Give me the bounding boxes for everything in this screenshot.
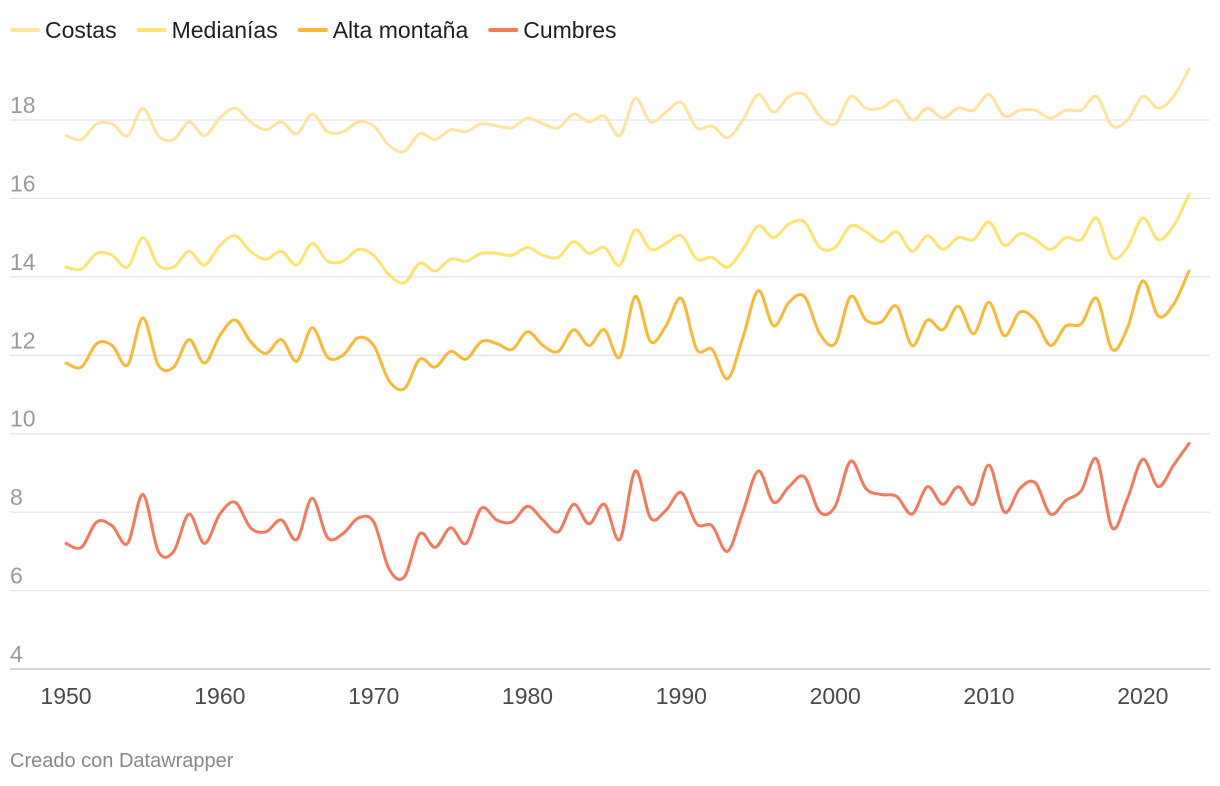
y-tick-label: 12: [10, 327, 36, 353]
legend-entry: Cumbres: [488, 17, 617, 43]
series-line: [64, 67, 1191, 154]
x-axis-ticks: 1950 1960 1970 1980 1990 2000 2010 2020: [40, 683, 1168, 709]
y-tick-label: 14: [10, 249, 36, 275]
y-tick-label: 16: [10, 170, 36, 196]
legend-entry: Medianías: [136, 17, 278, 43]
x-tick-label: 1960: [194, 683, 245, 709]
series-medianías: [64, 193, 1191, 285]
x-tick-label: 1950: [40, 683, 91, 709]
gridlines: [10, 119, 1210, 670]
series-costas: [64, 67, 1191, 154]
legend-label: Medianías: [172, 17, 278, 43]
y-tick-label: 10: [10, 406, 36, 432]
legend-entry: Costas: [10, 17, 117, 43]
x-tick-label: 1980: [502, 683, 553, 709]
series-cumbres: [64, 442, 1191, 581]
series-line: [64, 442, 1191, 581]
y-tick-label: 4: [10, 641, 23, 667]
series-line: [64, 193, 1191, 285]
y-tick-label: 18: [10, 92, 36, 118]
y-tick-label: 6: [10, 563, 23, 589]
x-tick-label: 2010: [963, 683, 1014, 709]
legend-label: Alta montaña: [333, 17, 469, 43]
series-lines: [64, 67, 1191, 581]
x-tick-label: 1990: [656, 683, 707, 709]
legend-entry: Alta montaña: [297, 17, 469, 43]
x-tick-label: 1970: [348, 683, 399, 709]
line-chart: Costas Medianías Alta montaña Cumbres 4 6 8 10…: [10, 17, 1210, 709]
legend-label: Cumbres: [523, 17, 616, 43]
y-axis-ticks: 4 6 8 10 12 14 16 18: [10, 92, 36, 667]
y-tick-label: 8: [10, 484, 23, 510]
x-tick-label: 2000: [810, 683, 861, 709]
legend-label: Costas: [45, 17, 117, 43]
x-tick-label: 2020: [1117, 683, 1168, 709]
series-line: [64, 269, 1191, 392]
footer-credit: Creado con Datawrapper: [10, 750, 234, 772]
series-alta-montaña: [64, 269, 1191, 392]
legend: Costas Medianías Alta montaña Cumbres: [10, 17, 617, 43]
